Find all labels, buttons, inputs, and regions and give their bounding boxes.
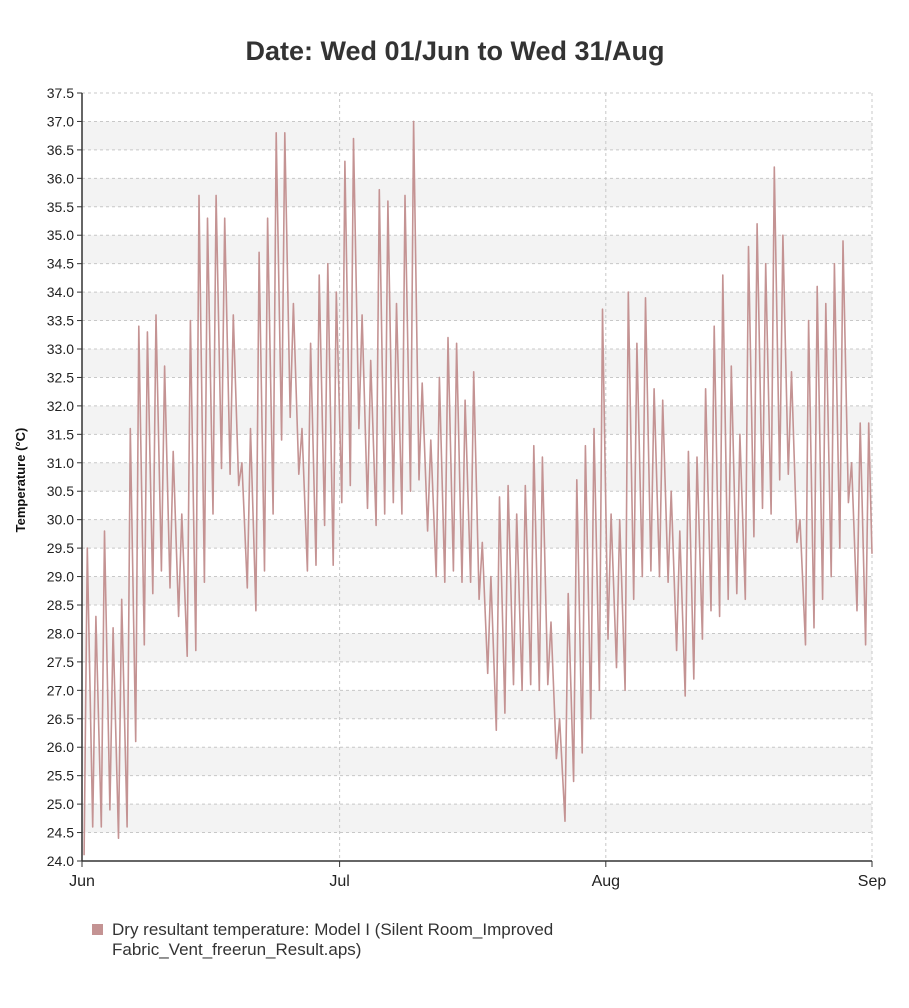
y-tick-label: 36.0	[47, 170, 74, 186]
plot-band	[82, 235, 872, 264]
plot-band	[82, 178, 872, 207]
series-group	[83, 120, 873, 856]
legend-label-line-1: Dry resultant temperature: Model I (Sile…	[112, 920, 554, 939]
y-tick-label: 35.5	[47, 199, 74, 215]
plot-band	[82, 747, 872, 776]
y-tick-label: 37.5	[47, 85, 74, 101]
y-tick-label: 27.5	[47, 654, 74, 670]
y-tick-label: 34.5	[47, 256, 74, 272]
series-line	[83, 120, 873, 856]
y-tick-label: 35.0	[47, 227, 74, 243]
axes	[77, 92, 873, 867]
plot-band	[82, 576, 872, 605]
y-tick-label: 31.0	[47, 455, 74, 471]
y-tick-label: 24.5	[47, 825, 74, 841]
y-tick-label: 25.5	[47, 768, 74, 784]
y-tick-label: 26.5	[47, 711, 74, 727]
y-axis-label: Temperature (°C)	[13, 428, 28, 533]
y-tick-label: 30.5	[47, 483, 74, 499]
x-tick-labels: Jun Jul Aug Sep	[69, 873, 886, 890]
y-tick-label: 24.0	[47, 853, 74, 869]
plot-band	[82, 292, 872, 321]
x-tick-label: Sep	[858, 873, 887, 890]
plot-bands	[82, 121, 872, 833]
chart-title: Date: Wed 01/Jun to Wed 31/Aug	[245, 36, 664, 66]
plot-band	[82, 804, 872, 833]
plot-band	[82, 690, 872, 719]
y-tick-label: 34.0	[47, 284, 74, 300]
x-tick-label: Aug	[592, 873, 620, 890]
y-tick-label: 29.0	[47, 569, 74, 585]
y-tick-label: 28.5	[47, 597, 74, 613]
legend-label-line-2: Fabric_Vent_freerun_Result.aps)	[112, 940, 362, 959]
y-tick-label: 32.5	[47, 369, 74, 385]
y-tick-label: 37.0	[47, 113, 74, 129]
plot-band	[82, 121, 872, 150]
y-tick-label: 28.0	[47, 625, 74, 641]
y-tick-label: 33.0	[47, 341, 74, 357]
y-tick-label: 31.5	[47, 426, 74, 442]
plot-band	[82, 633, 872, 662]
legend-label: Dry resultant temperature: Model I (Sile…	[112, 920, 553, 960]
y-tick-label: 33.5	[47, 313, 74, 329]
y-tick-label: 29.5	[47, 540, 74, 556]
temperature-chart: Date: Wed 01/Jun to Wed 31/Aug 24.024.52…	[13, 36, 886, 890]
y-tick-label: 27.0	[47, 682, 74, 698]
y-tick-labels: 24.0 24.5 25.0 25.5 26.0 26.5 27.0 27.5 28.0 28.5…	[47, 85, 74, 869]
y-tick-label: 36.5	[47, 142, 74, 158]
y-tick-label: 26.0	[47, 739, 74, 755]
legend-swatch	[92, 924, 103, 935]
y-tick-label: 25.0	[47, 796, 74, 812]
y-tick-label: 32.0	[47, 398, 74, 414]
y-tick-label: 30.0	[47, 512, 74, 528]
x-tick-label: Jul	[329, 873, 349, 890]
plot-band	[82, 405, 872, 435]
x-tick-label: Jun	[69, 873, 95, 890]
